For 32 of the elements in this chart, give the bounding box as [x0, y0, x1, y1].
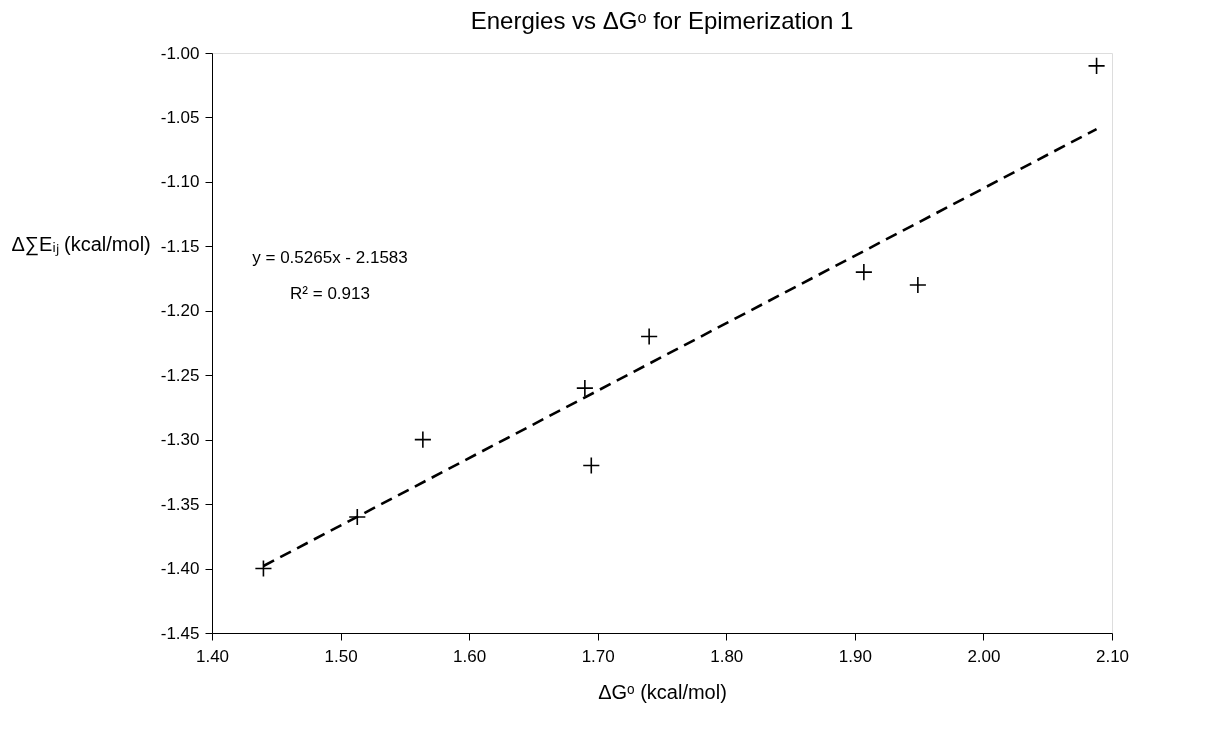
x-tick-label: 2.00	[967, 646, 1001, 666]
x-tick-label: 1.60	[453, 646, 487, 666]
point	[576, 379, 594, 397]
x-tick-label: 1.50	[324, 646, 358, 666]
y-tick-label: -1.35	[160, 494, 200, 514]
x-tick-label: 1.80	[710, 646, 744, 666]
y-tick-label: -1.10	[160, 172, 200, 192]
point	[414, 430, 432, 449]
x-tick-label: 2.10	[1095, 646, 1130, 666]
y-axis-title: Δ∑Eᵢⱼ (kcal/mol)	[11, 232, 151, 256]
annotation: y = 0.5265x - 2.1583	[252, 248, 408, 267]
chart-title: Energies vs ΔGᵒ for Epimerization 1	[470, 7, 854, 34]
y-tick-label: -1.30	[160, 430, 200, 450]
x-tick-label: 1.90	[838, 646, 872, 666]
y-tick-label: -1.15	[160, 236, 200, 256]
x-tick-label: 1.40	[195, 646, 230, 666]
y-tick-label: -1.00	[160, 43, 200, 63]
point	[254, 559, 273, 578]
y-tick-label: -1.25	[160, 365, 200, 385]
y-tick-label: -1.20	[160, 301, 200, 321]
y-tick-label: -1.45	[160, 623, 200, 643]
annotation: R² = 0.913	[290, 284, 370, 303]
point	[348, 508, 367, 526]
y-tick-label: -1.40	[160, 559, 200, 579]
x-axis-title: ΔGᵒ (kcal/mol)	[598, 680, 727, 703]
y-tick-label: -1.05	[160, 107, 200, 127]
point	[855, 263, 873, 281]
x-tick-label: 1.70	[581, 646, 615, 666]
point	[909, 276, 927, 294]
point	[1087, 57, 1106, 75]
point	[582, 456, 601, 475]
point	[640, 327, 658, 346]
